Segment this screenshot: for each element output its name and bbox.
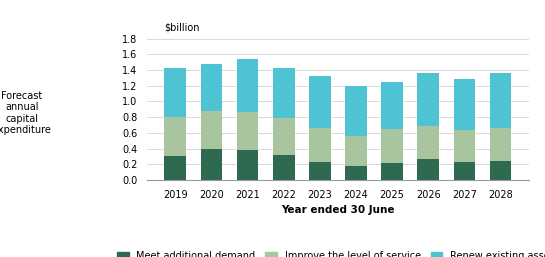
Bar: [309, 76, 331, 128]
Bar: [345, 86, 367, 136]
Bar: [417, 126, 439, 159]
Text: $billion: $billion: [165, 22, 200, 32]
Bar: [309, 162, 331, 180]
Bar: [345, 136, 367, 166]
Bar: [273, 118, 294, 155]
Legend: Meet additional demand, Improve the level of service, Renew existing assets: Meet additional demand, Improve the leve…: [113, 247, 545, 257]
Bar: [417, 73, 439, 126]
Bar: [453, 131, 475, 162]
Bar: [273, 155, 294, 180]
Bar: [201, 149, 222, 180]
Bar: [417, 159, 439, 180]
Bar: [237, 59, 258, 112]
Bar: [165, 117, 186, 156]
Bar: [489, 73, 511, 128]
Text: Forecast
annual
capital
expenditure: Forecast annual capital expenditure: [0, 91, 51, 135]
Bar: [165, 156, 186, 180]
Bar: [309, 128, 331, 162]
Bar: [489, 128, 511, 161]
Bar: [489, 161, 511, 180]
Bar: [345, 166, 367, 180]
Bar: [165, 68, 186, 117]
Bar: [201, 64, 222, 111]
Bar: [237, 112, 258, 150]
Bar: [382, 163, 403, 180]
Bar: [273, 68, 294, 118]
Bar: [453, 79, 475, 131]
Bar: [201, 111, 222, 149]
Bar: [237, 150, 258, 180]
Bar: [382, 82, 403, 129]
Bar: [382, 129, 403, 163]
Bar: [453, 162, 475, 180]
X-axis label: Year ended 30 June: Year ended 30 June: [281, 205, 395, 215]
